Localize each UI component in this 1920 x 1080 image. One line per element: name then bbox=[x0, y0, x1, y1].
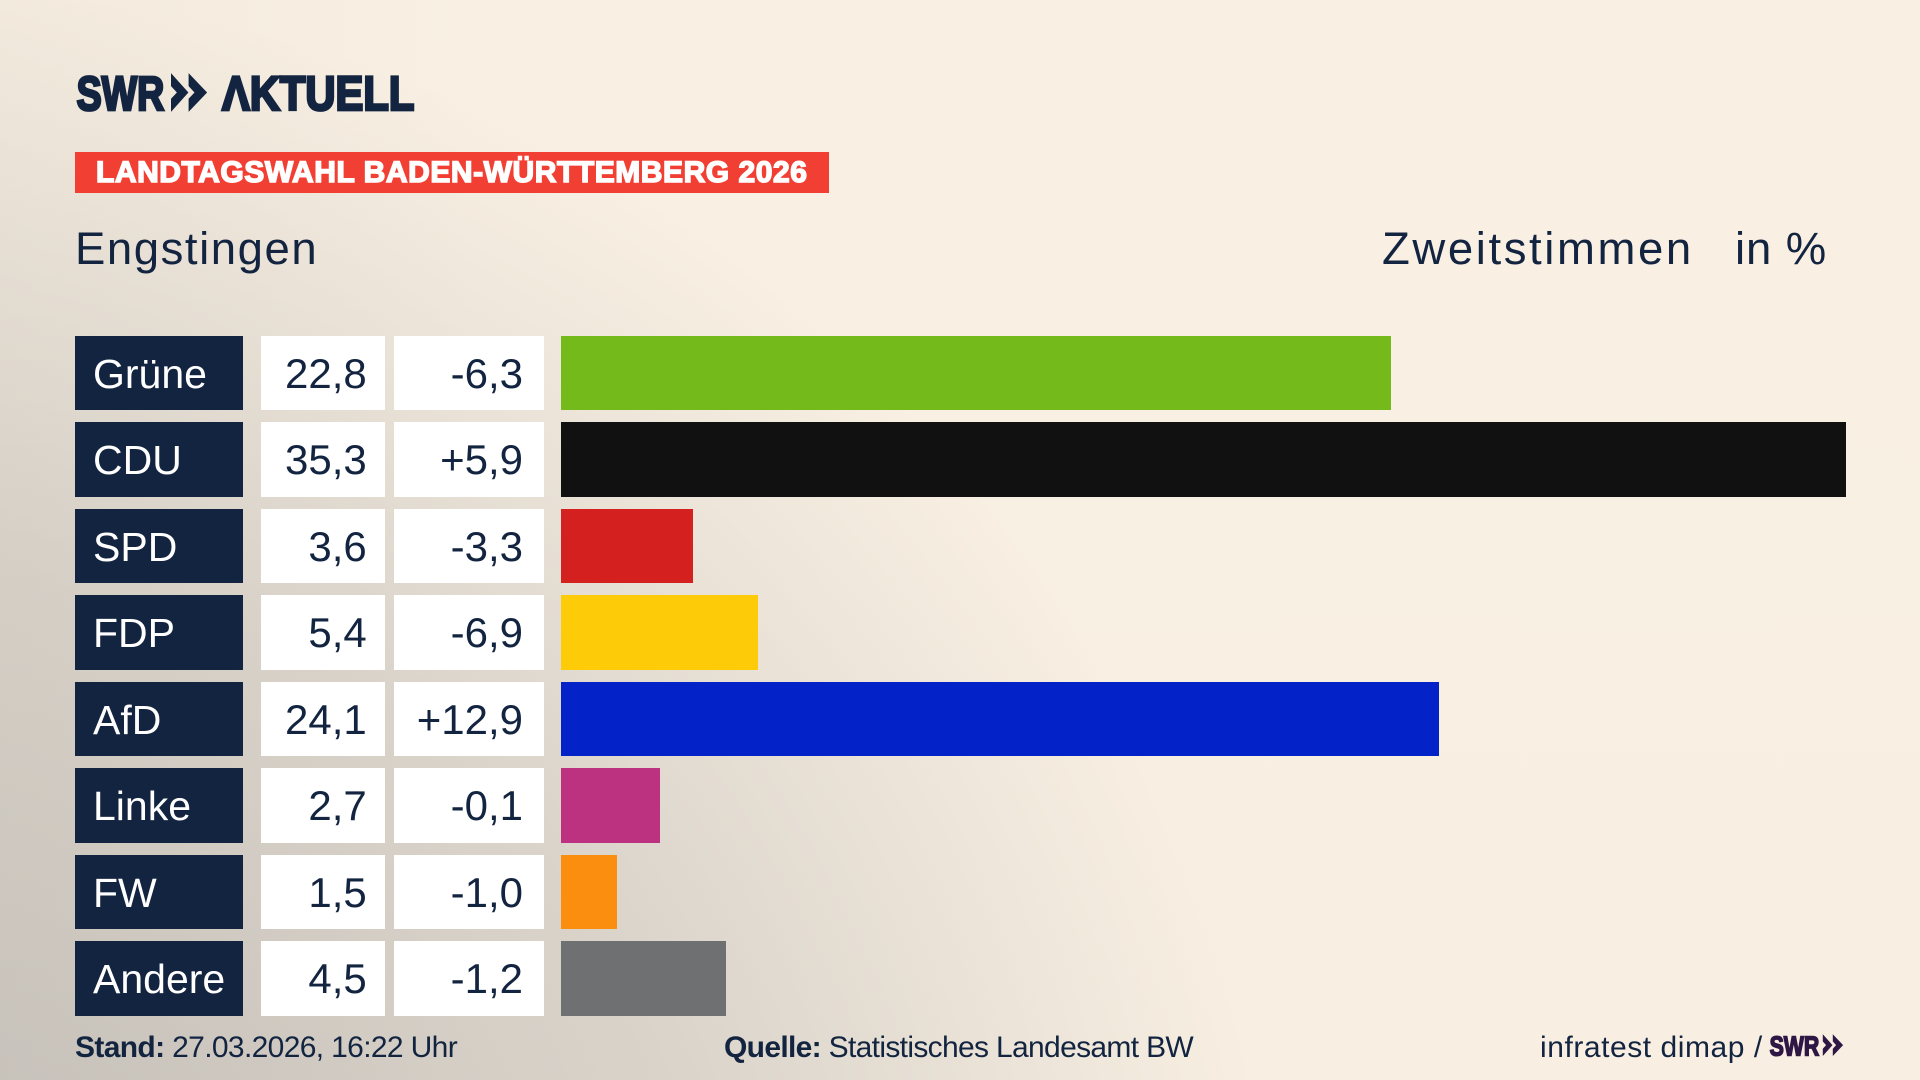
svg-text:SWR: SWR bbox=[1770, 1030, 1820, 1061]
svg-text:SWR: SWR bbox=[77, 68, 165, 121]
svg-text:ΛKTUELL: ΛKTUELL bbox=[222, 68, 414, 121]
